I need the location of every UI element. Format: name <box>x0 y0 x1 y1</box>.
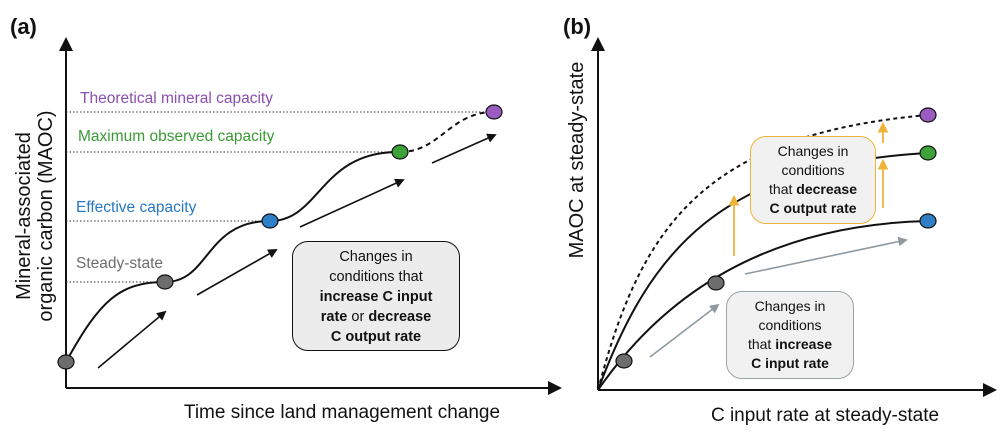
panel-b-theoretical-point <box>919 107 937 123</box>
panel-a-theoretical-point <box>485 104 503 120</box>
theoretical-capacity-label: Theoretical mineral capacity <box>80 90 273 107</box>
panel-a-x-axis-label: Time since land management change <box>184 402 500 423</box>
panel-b-grey-arrow-1 <box>649 303 720 358</box>
panel-b-output-box-line3: that decrease <box>769 181 857 197</box>
panel-b-grey-arrow-2 <box>744 236 908 275</box>
panel-b-x-axis-label: C input rate at steady-state <box>711 405 939 426</box>
panel-a-arrow-4 <box>431 133 497 164</box>
panel-b-output-box-line2: conditions <box>781 162 845 178</box>
panel-a-box-line5: C output rate <box>330 329 422 345</box>
panel-b-input-box-line3: that increase <box>747 336 833 352</box>
panel-a-box-line1: Changes in <box>339 249 413 265</box>
panel-b-start-point <box>615 353 633 369</box>
panel-a-arrow-3 <box>299 178 405 228</box>
panel-b-output-box-line4: C output rate <box>769 200 857 216</box>
panel-b-input-box-line2: conditions <box>758 317 822 333</box>
panel-b-theoretical-curve <box>597 114 929 391</box>
panel-a-arrow-2 <box>196 249 278 296</box>
panel-a-arrow-1 <box>97 310 167 369</box>
panel-a-start-point <box>57 354 75 370</box>
panel-a-box-line2: conditions that <box>329 269 423 285</box>
panel-a-callout-box: Changes in conditions that increase C in… <box>292 241 460 351</box>
panel-b-steady-state-point <box>707 275 725 291</box>
panel-b-input-box-line4: C input rate <box>751 355 829 371</box>
effective-capacity-label: Effective capacity <box>76 199 197 216</box>
panel-a-dashed-curve <box>399 111 495 153</box>
panel-a-label: (a) <box>10 14 37 39</box>
panel-b-y-axis-label: MAOC at steady-state <box>566 62 588 259</box>
panel-b-output-callout-box: Changes in conditions that decrease C ou… <box>750 136 876 224</box>
panel-a-box-line4: rate or decrease <box>320 309 432 325</box>
panel-a-effective-point <box>261 213 279 229</box>
panel-b-effective-point <box>919 213 937 229</box>
steady-state-label: Steady-state <box>76 255 163 272</box>
panel-b-input-box-line1: Changes in <box>754 298 826 314</box>
panel-b-maximum-point <box>919 145 937 161</box>
panel-b-input-callout-box: Changes in conditions that increase C in… <box>726 291 854 379</box>
panel-a-box-line3: increase C input <box>319 289 433 305</box>
panel-a-y-axis-label-line1: Mineral-associated <box>13 132 35 300</box>
panel-b-label: (b) <box>563 14 591 39</box>
maximum-capacity-label: Maximum observed capacity <box>78 128 275 145</box>
panel-a-saturation-curve <box>65 151 399 363</box>
panel-a-maximum-point <box>391 144 409 160</box>
panel-a-y-axis-label-line2: organic carbon (MAOC) <box>35 110 57 321</box>
panel-a-steady-state-point <box>156 274 174 290</box>
panel-b-output-box-line1: Changes in <box>777 143 849 159</box>
